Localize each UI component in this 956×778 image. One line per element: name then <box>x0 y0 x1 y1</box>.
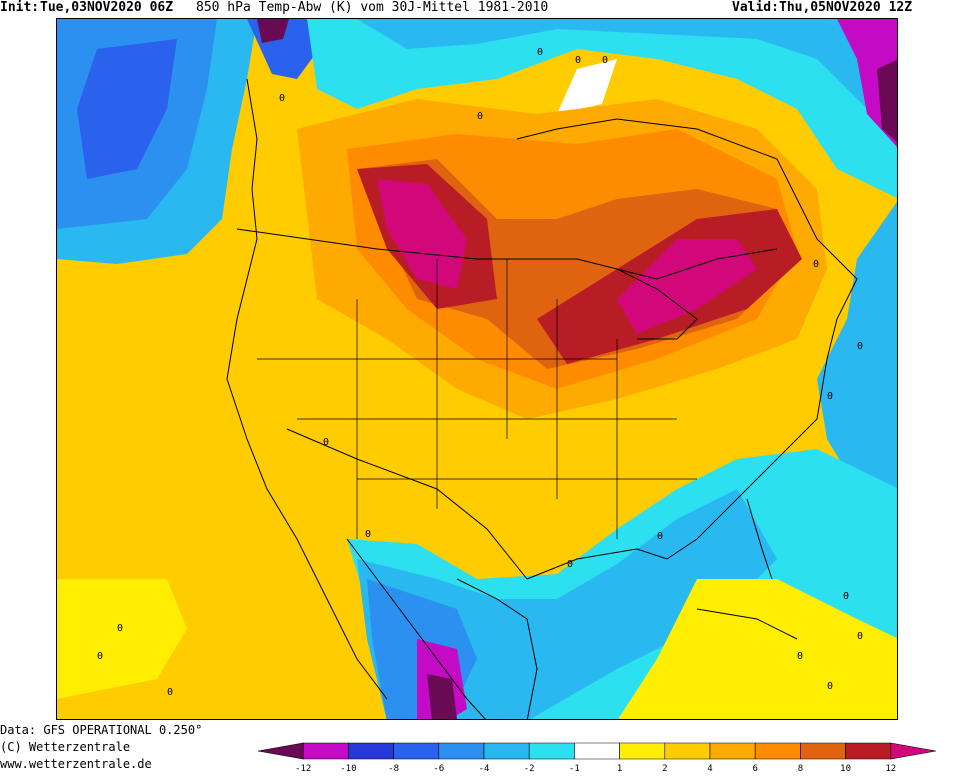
contour-label: 0 <box>797 651 803 662</box>
atlantic-cold-zone <box>817 201 897 537</box>
legend-swatch <box>438 742 485 760</box>
caribbean-warm <box>618 579 897 719</box>
warm-peak-east <box>617 239 757 334</box>
legend-tick-label: 6 <box>752 764 757 774</box>
contour-label: 0 <box>575 55 581 66</box>
contour-label: 0 <box>97 651 103 662</box>
alaska-cold-core <box>257 19 289 43</box>
legend-tick-label: -10 <box>340 764 356 774</box>
contour-label: 0 <box>827 681 833 692</box>
product-title: 850 hPa Temp-Abw (K) vom 30J-Mittel 1981… <box>196 0 549 15</box>
legend-swatch <box>800 742 846 760</box>
canada-us-border <box>236 228 778 280</box>
contour-label: 0 <box>323 437 329 448</box>
contour-label: 0 <box>843 591 849 602</box>
legend-tick-label: -4 <box>479 764 490 774</box>
legend-tick-label: 1 <box>617 764 622 774</box>
pacific-south-warm <box>57 579 187 699</box>
legend-swatch <box>890 742 937 760</box>
legend-swatch <box>754 742 801 760</box>
mexico-west-coast <box>346 538 486 719</box>
contour-label: 0 <box>477 111 483 122</box>
legend-tick-label: -1 <box>569 764 580 774</box>
legend-tick-label: -12 <box>295 764 311 774</box>
color-legend: -12 -10 -8 -6 -4 -2 -1 1 2 4 6 8 10 12 <box>252 741 942 777</box>
init-value: Tue,03NOV2020 06Z <box>40 0 174 15</box>
florida-coast <box>746 498 773 580</box>
state-borders <box>257 259 697 539</box>
valid-label: Valid: <box>732 0 779 15</box>
hudson-neutral <box>557 59 617 114</box>
legend-swatch <box>574 742 620 760</box>
anomaly-map-canvas: 0 0 0 0 0 0 0 0 0 0 0 0 0 0 0 0 0 0 0 <box>57 19 897 719</box>
legend-tick-label: -8 <box>388 764 399 774</box>
contour-label: 0 <box>813 259 819 270</box>
contour-label: 0 <box>602 55 608 66</box>
pacific-cold-deep <box>77 39 177 179</box>
contour-label: 0 <box>279 93 285 104</box>
data-source: Data: GFS OPERATIONAL 0.250° <box>0 723 203 737</box>
legend-swatch <box>528 742 575 760</box>
east-coastline <box>516 118 858 420</box>
west-coastline <box>226 78 388 700</box>
contour-label: 0 <box>827 391 833 402</box>
legend-swatch <box>483 742 530 760</box>
legend-swatch <box>709 742 756 760</box>
contour-label: 0 <box>117 623 123 634</box>
contour-label: 0 <box>365 529 371 540</box>
legend-tick-label: -6 <box>433 764 444 774</box>
contour-label: 0 <box>167 687 173 698</box>
mexico-extreme-cold <box>427 674 457 719</box>
footer: Data: GFS OPERATIONAL 0.250° (C) Wetterz… <box>0 722 202 773</box>
labrador-extreme-cold <box>877 59 897 143</box>
contour-label: 0 <box>657 531 663 542</box>
contour-label: 0 <box>857 341 863 352</box>
legend-swatch <box>619 742 666 760</box>
cuba-outline <box>696 608 798 640</box>
website-link[interactable]: www.wetterzentrale.de <box>0 757 152 771</box>
legend-tick-label: -2 <box>524 764 535 774</box>
valid-value: Thu,05NOV2020 12Z <box>779 0 913 15</box>
legend-swatch <box>664 742 711 760</box>
mexico-gulf-coast <box>456 578 538 719</box>
copyright: (C) Wetterzentrale <box>0 740 131 754</box>
legend-tick-label: 10 <box>840 764 851 774</box>
warm-peak-west <box>377 179 467 289</box>
header: Init: Tue,03NOV2020 06Z 850 hPa Temp-Abw… <box>0 0 956 18</box>
contour-label: 0 <box>537 47 543 58</box>
coastlines <box>226 78 858 719</box>
contour-label: 0 <box>857 631 863 642</box>
great-lakes <box>616 268 698 340</box>
legend-tick-label: 2 <box>662 764 667 774</box>
color-legend-bar: -12 -10 -8 -6 -4 -2 -1 1 2 4 6 8 10 12 <box>257 742 937 774</box>
legend-tick-label: 12 <box>885 764 896 774</box>
init-label: Init: <box>0 0 40 15</box>
contour-labels: 0 0 0 0 0 0 0 0 0 0 0 0 0 0 0 0 0 0 0 <box>97 47 863 698</box>
legend-swatch <box>348 742 394 760</box>
legend-swatch <box>257 742 304 760</box>
canada-cool-zone <box>307 19 897 199</box>
anomaly-map: 0 0 0 0 0 0 0 0 0 0 0 0 0 0 0 0 0 0 0 <box>56 18 898 720</box>
legend-tick-label: 4 <box>707 764 712 774</box>
legend-swatch <box>845 742 892 760</box>
legend-swatch <box>302 742 349 760</box>
legend-swatch <box>393 742 440 760</box>
gulf-coastline <box>526 418 818 580</box>
legend-tick-label: 8 <box>798 764 803 774</box>
contour-label: 0 <box>567 559 573 570</box>
